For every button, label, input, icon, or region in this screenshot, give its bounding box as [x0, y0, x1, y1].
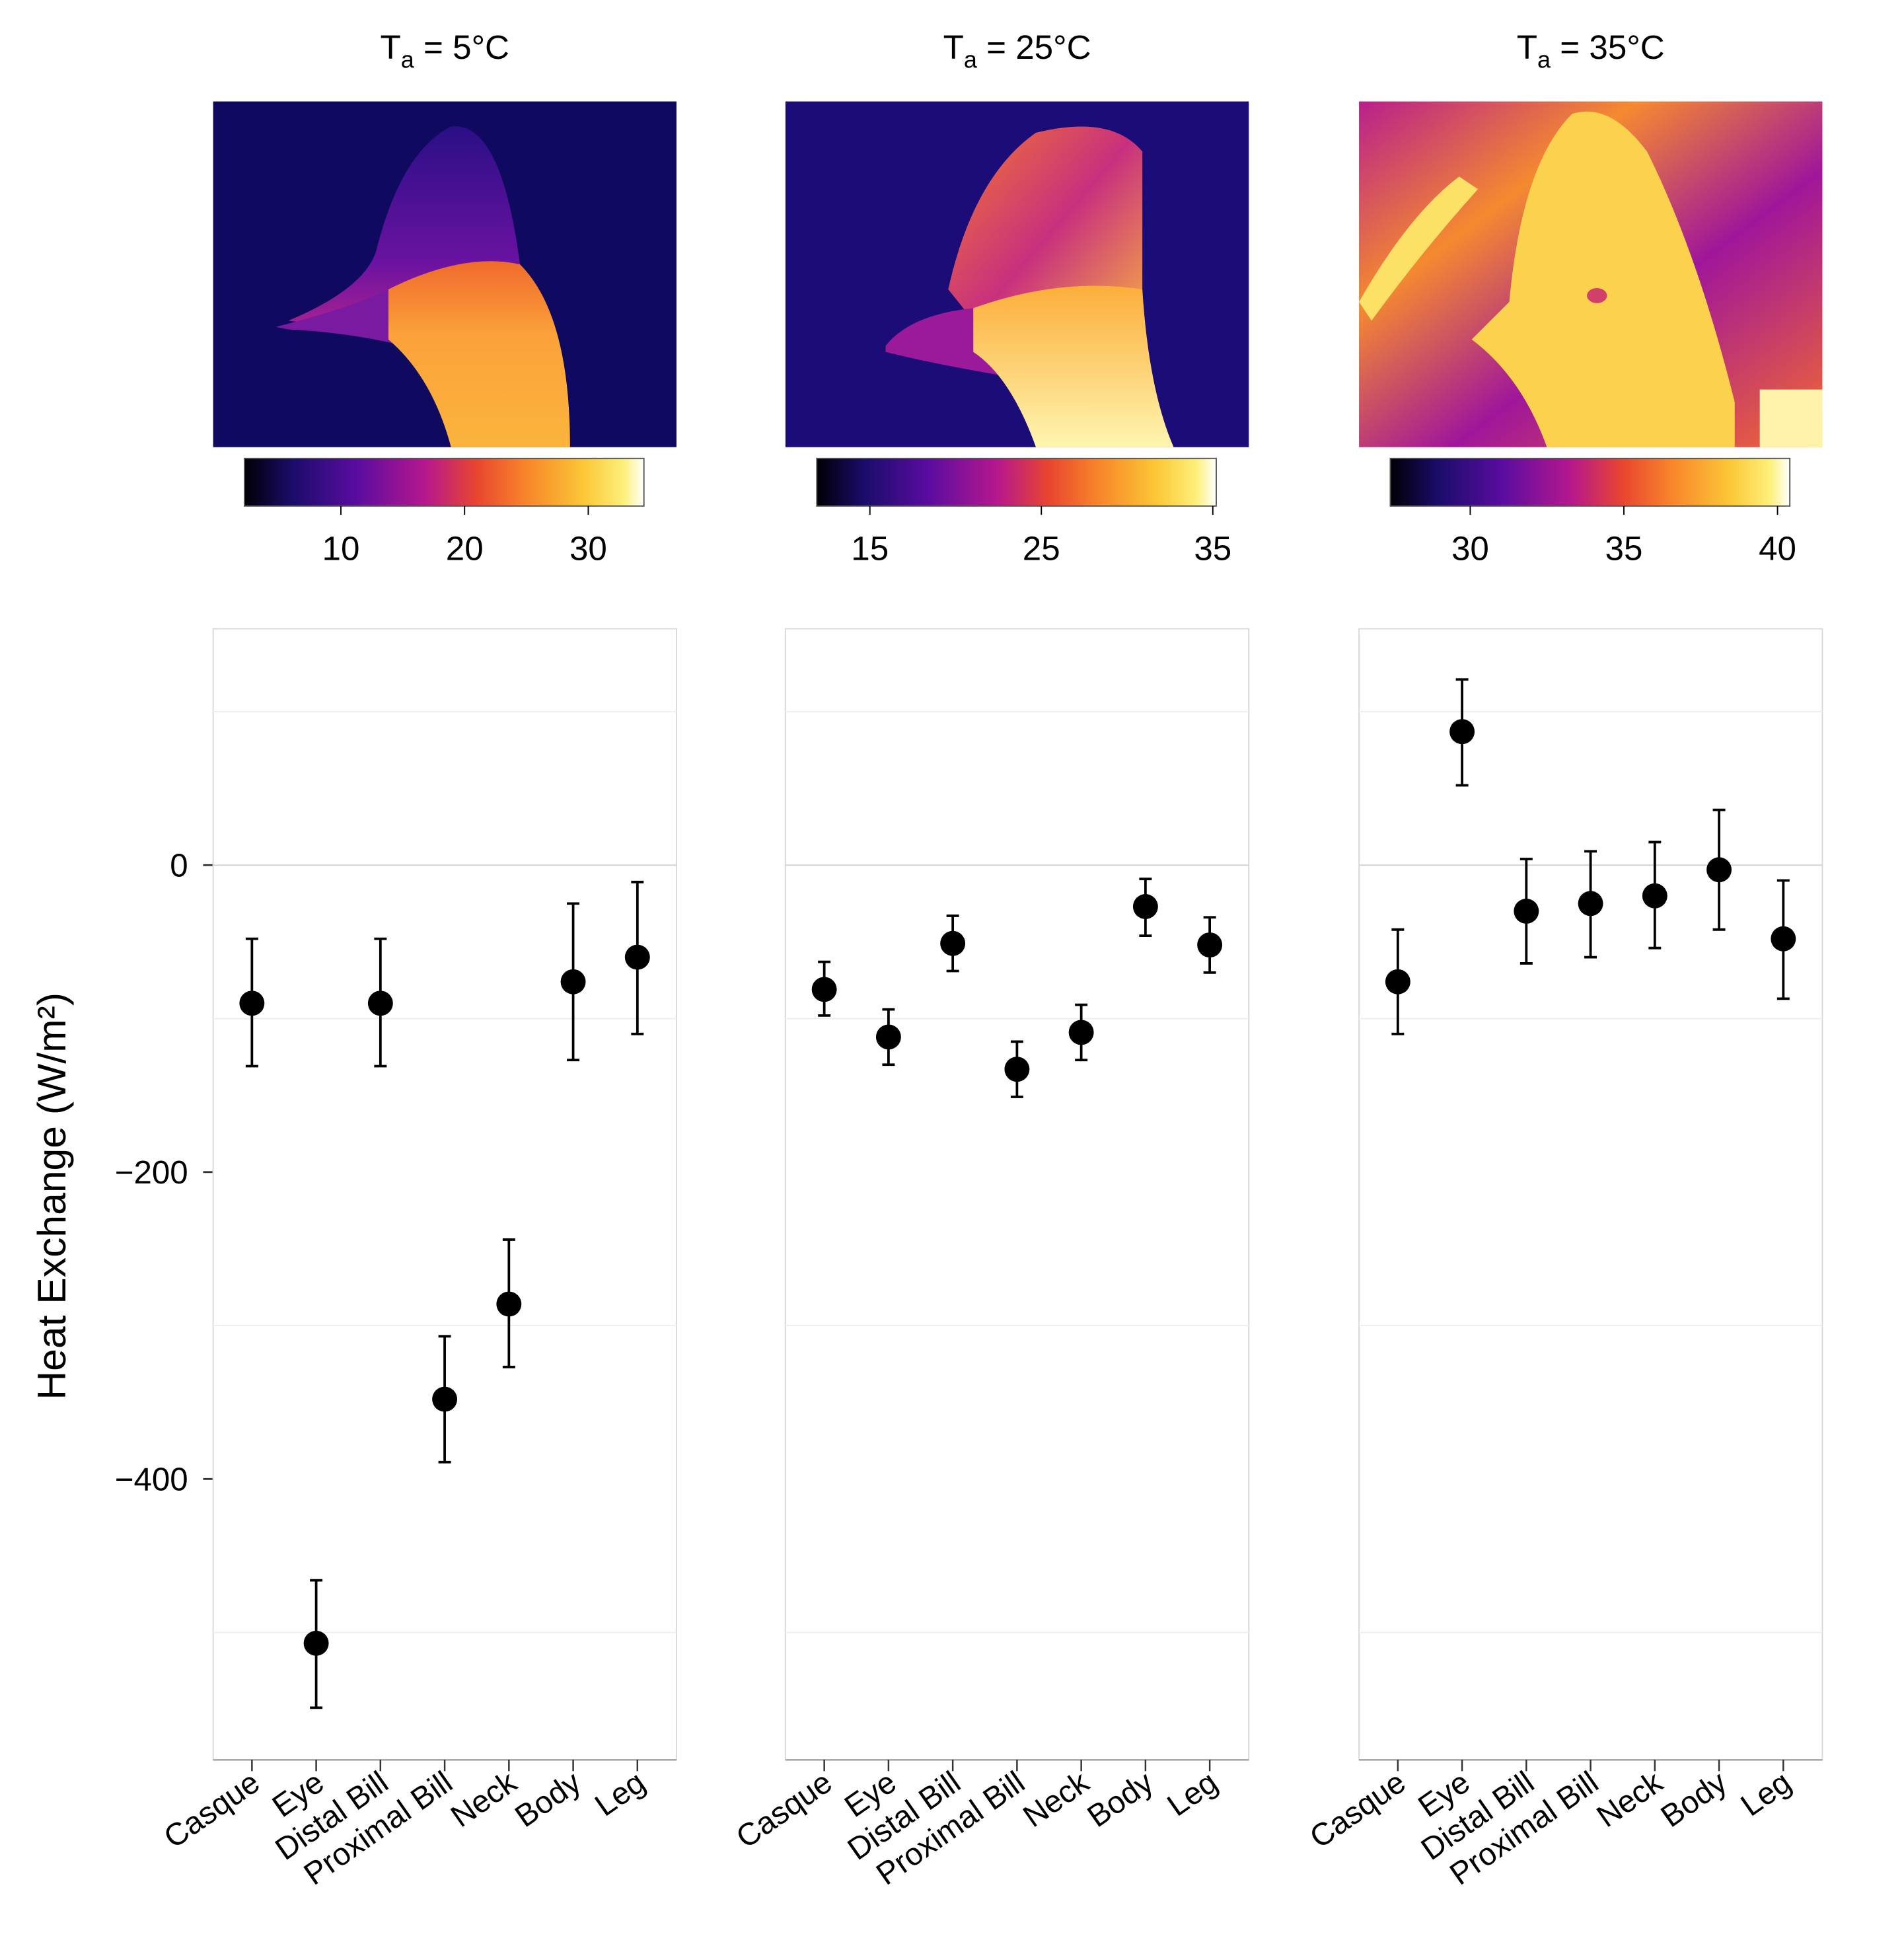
x-tick-label: Neck	[445, 1764, 523, 1834]
colorbar-tick-label: 35	[1194, 529, 1231, 567]
thermal-branch	[1359, 176, 1479, 321]
thermal-image	[1359, 101, 1823, 447]
panel-title-part: T	[943, 28, 964, 66]
colorbar-tick-label: 30	[1451, 529, 1489, 567]
x-tick-label: Leg	[1161, 1765, 1224, 1824]
x-tick-label: Casque	[730, 1765, 838, 1855]
y-tick-label: 0	[170, 847, 188, 883]
plot-area	[212, 628, 677, 1761]
thermal-image	[785, 101, 1249, 447]
thermal-eye	[1587, 287, 1607, 303]
y-tick-label: −400	[115, 1461, 188, 1497]
data-point	[560, 969, 586, 994]
panel-title: Ta = 35°C	[1517, 28, 1665, 73]
colorbar-tick-label: 30	[569, 529, 607, 567]
panel-title: Ta = 5°C	[381, 28, 510, 73]
x-tick-label: Neck	[1017, 1764, 1095, 1834]
colorbar	[1389, 457, 1791, 507]
data-point	[1578, 891, 1603, 916]
colorbar-tick-label: 20	[446, 529, 484, 567]
data-point	[1132, 894, 1158, 919]
data-point	[811, 977, 837, 1002]
x-tick-label: Neck	[1590, 1764, 1669, 1834]
plot-area	[1358, 628, 1823, 1761]
x-tick-label: Body	[1081, 1764, 1159, 1834]
x-tick-label: Body	[1655, 1764, 1734, 1834]
colorbar-tick-label: 15	[851, 529, 889, 567]
x-tick-label: Body	[509, 1764, 587, 1834]
plot-area	[784, 628, 1250, 1761]
data-point	[940, 930, 966, 956]
colorbar	[244, 457, 645, 507]
data-point	[432, 1386, 458, 1412]
data-point	[1771, 926, 1796, 952]
colorbar-tick-label: 10	[322, 529, 360, 567]
data-point	[1642, 883, 1667, 909]
data-point	[367, 991, 393, 1016]
x-tick-label: Casque	[1303, 1765, 1412, 1855]
x-tick-label: Leg	[1735, 1765, 1798, 1824]
colorbar-tick-label: 25	[1023, 529, 1060, 567]
data-point	[1197, 932, 1223, 958]
thermal-neck	[973, 285, 1174, 447]
y-axis-label: Heat Exchange (W/m²)	[29, 992, 74, 1400]
data-point	[1706, 857, 1732, 883]
colorbar-tick-label: 35	[1605, 529, 1643, 567]
panel-title: Ta = 25°C	[943, 28, 1091, 73]
panel-title-part: a	[1537, 46, 1551, 73]
data-point	[1385, 969, 1410, 994]
x-tick-label: Casque	[158, 1765, 266, 1855]
y-tick-label: −200	[115, 1154, 188, 1191]
thermal-bird	[1471, 111, 1735, 447]
data-point	[1514, 898, 1539, 924]
data-point	[624, 944, 650, 970]
thermal-highlight	[1759, 389, 1823, 447]
thermal-image	[213, 101, 677, 447]
colorbar-tick-label: 40	[1759, 529, 1796, 567]
panel-title-part: = 25°C	[977, 28, 1091, 66]
panel-title-part: a	[401, 46, 415, 73]
data-point	[1068, 1020, 1094, 1045]
data-point	[875, 1024, 901, 1050]
panel-title-part: = 35°C	[1551, 28, 1665, 66]
data-point	[496, 1291, 522, 1317]
colorbar	[816, 457, 1217, 507]
x-tick-label: Leg	[589, 1765, 651, 1824]
data-point	[303, 1630, 329, 1656]
thermal-neck	[388, 261, 570, 447]
panel-title-part: T	[1517, 28, 1537, 66]
panel-title-part: T	[381, 28, 401, 66]
data-point	[1449, 719, 1475, 745]
panel-title-part: = 5°C	[414, 28, 509, 66]
data-point	[1004, 1057, 1030, 1082]
panel-title-part: a	[964, 46, 978, 73]
data-point	[239, 991, 265, 1016]
